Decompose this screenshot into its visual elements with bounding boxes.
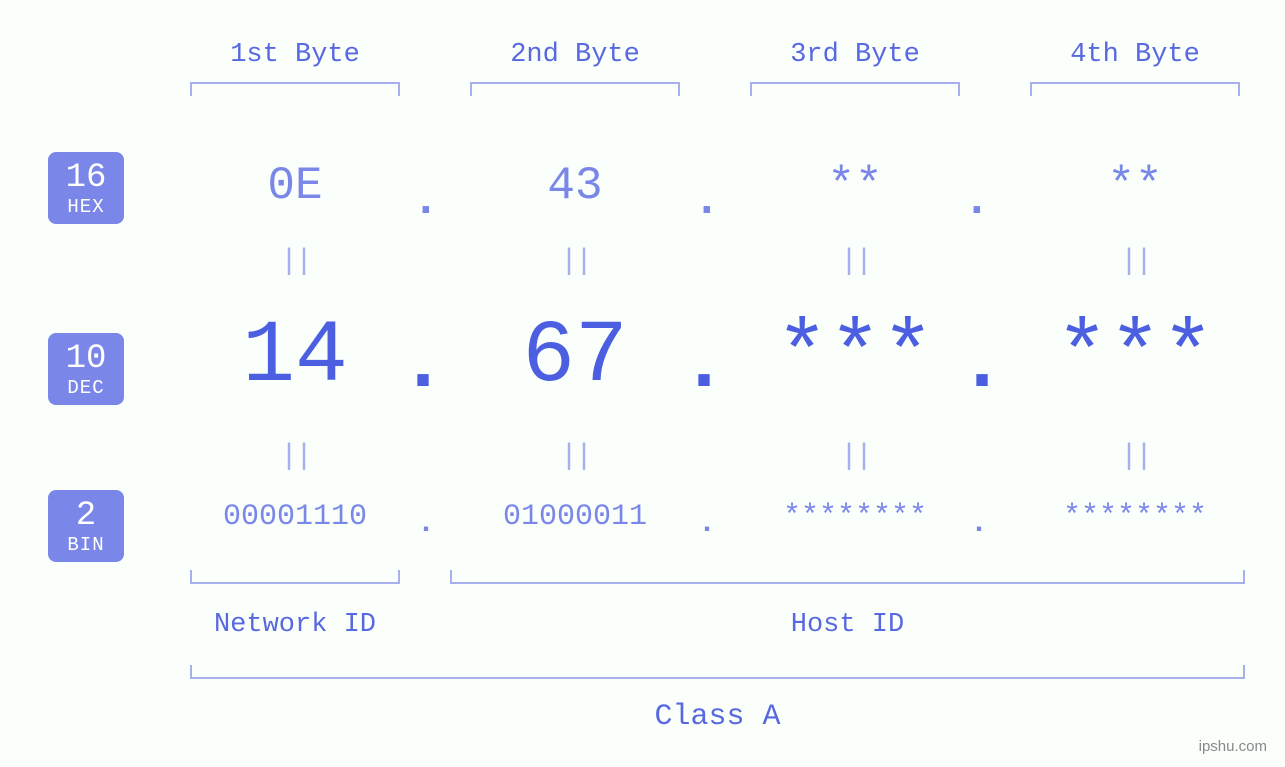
bin-badge-num: 2 (48, 498, 124, 535)
bin-dot-1: . (417, 507, 435, 541)
bracket-network (190, 570, 400, 584)
bin-byte-1: 00001110 (175, 500, 415, 534)
dec-byte-3: *** (735, 308, 975, 407)
hex-byte-2: 43 (455, 160, 695, 212)
bin-byte-4: ******** (1015, 500, 1255, 534)
hex-byte-4: ** (1015, 160, 1255, 212)
eq-2-2: || (560, 440, 590, 474)
watermark: ipshu.com (1199, 738, 1267, 755)
dec-byte-1: 14 (175, 308, 415, 407)
byte-header-1: 1st Byte (175, 40, 415, 70)
ip-diagram: { "header": { "byte1": "1st Byte", "byte… (0, 0, 1285, 767)
eq-1-1: || (280, 245, 310, 279)
eq-1-3: || (840, 245, 870, 279)
byte-header-3: 3rd Byte (735, 40, 975, 70)
hex-dot-3: . (963, 175, 991, 227)
eq-1-2: || (560, 245, 590, 279)
eq-2-3: || (840, 440, 870, 474)
hex-dot-1: . (412, 175, 440, 227)
bracket-host (450, 570, 1245, 584)
bin-byte-3: ******** (735, 500, 975, 534)
hex-badge: 16 HEX (48, 152, 124, 224)
bracket-byte-2 (470, 82, 680, 96)
hex-byte-3: ** (735, 160, 975, 212)
eq-2-1: || (280, 440, 310, 474)
dec-badge-num: 10 (48, 341, 124, 378)
dec-dot-3: . (958, 320, 1006, 411)
bin-dot-3: . (970, 507, 988, 541)
bin-byte-2: 01000011 (455, 500, 695, 534)
dec-badge: 10 DEC (48, 333, 124, 405)
bracket-byte-1 (190, 82, 400, 96)
bracket-byte-3 (750, 82, 960, 96)
byte-header-4: 4th Byte (1015, 40, 1255, 70)
dec-dot-2: . (680, 320, 728, 411)
eq-2-4: || (1120, 440, 1150, 474)
dec-badge-label: DEC (48, 378, 124, 399)
bin-badge-label: BIN (48, 535, 124, 556)
hex-dot-2: . (693, 175, 721, 227)
bin-dot-2: . (698, 507, 716, 541)
hex-byte-1: 0E (175, 160, 415, 212)
host-id-label: Host ID (450, 610, 1245, 640)
class-label: Class A (190, 700, 1245, 734)
dec-byte-2: 67 (455, 308, 695, 407)
hex-badge-label: HEX (48, 197, 124, 218)
bin-badge: 2 BIN (48, 490, 124, 562)
bracket-class (190, 665, 1245, 679)
byte-header-2: 2nd Byte (455, 40, 695, 70)
hex-badge-num: 16 (48, 160, 124, 197)
dec-byte-4: *** (1015, 308, 1255, 407)
dec-dot-1: . (399, 320, 447, 411)
bracket-byte-4 (1030, 82, 1240, 96)
eq-1-4: || (1120, 245, 1150, 279)
network-id-label: Network ID (175, 610, 415, 640)
